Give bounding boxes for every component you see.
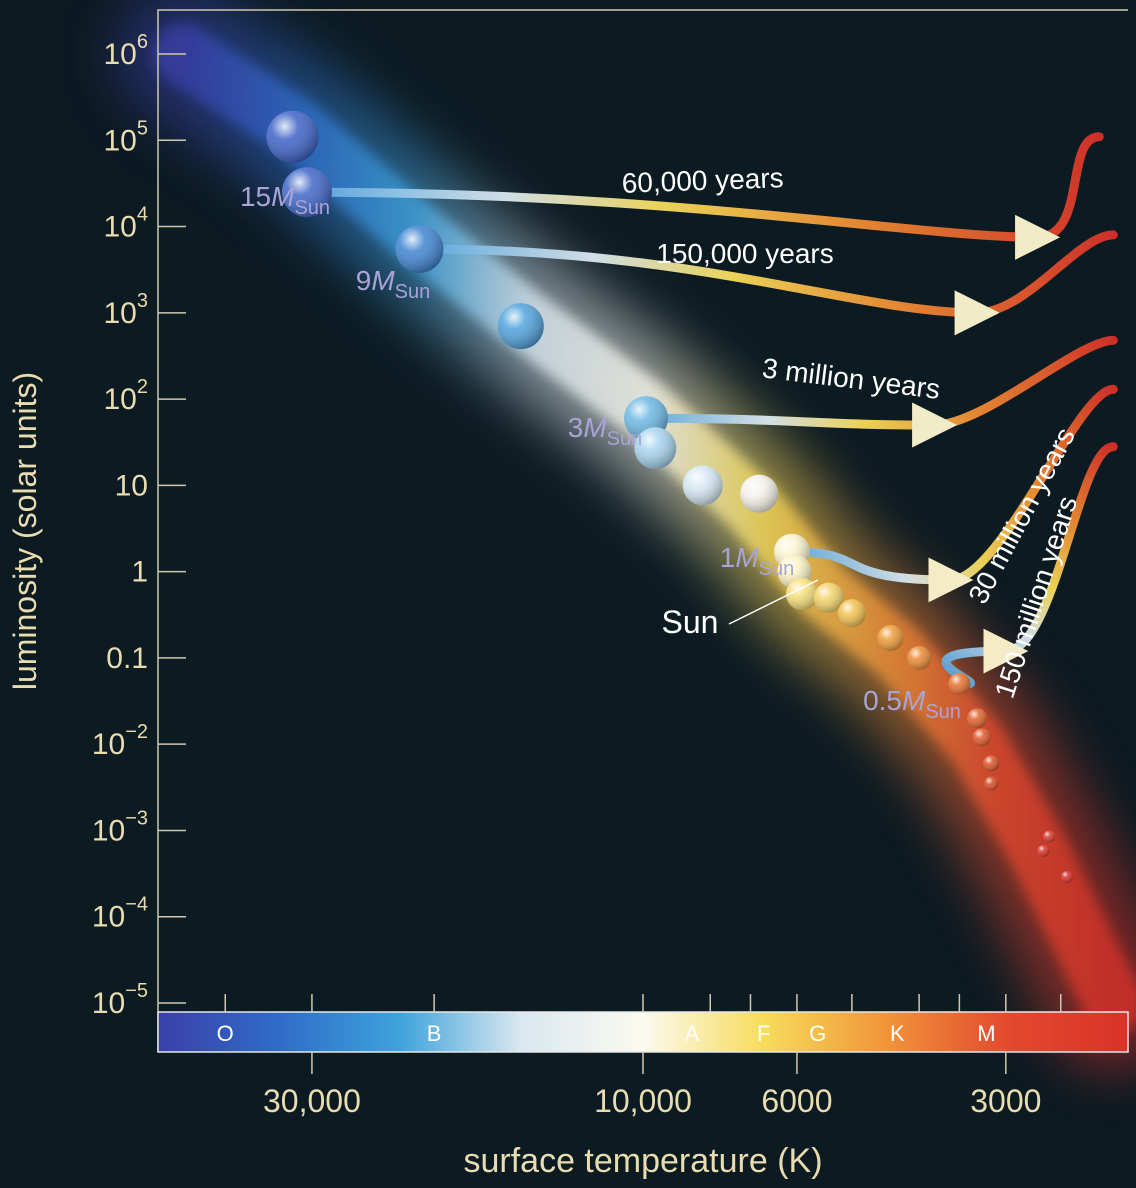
main-sequence-stars <box>266 110 1073 883</box>
y-tick-label: 0.1 <box>106 642 148 675</box>
star-marker-shade <box>634 427 677 470</box>
star-marker-shade <box>907 645 932 670</box>
spectral-class-label: K <box>890 1021 905 1046</box>
track-label: 60,000 years <box>621 162 784 199</box>
y-tick-label: 10−3 <box>92 807 148 847</box>
star-marker-shade <box>972 728 991 747</box>
x-tick-label: 10,000 <box>594 1083 692 1119</box>
y-tick-label: 106 <box>104 31 149 71</box>
track-line <box>302 132 1104 260</box>
spectral-class-label: O <box>217 1021 234 1046</box>
star-marker-shade <box>682 465 723 506</box>
star-marker-shade <box>877 625 904 652</box>
star-marker-shade <box>1042 830 1055 843</box>
star-marker-shade <box>497 303 544 350</box>
mass-label: 3MSun <box>568 412 643 450</box>
star-marker-shade <box>740 474 779 513</box>
star-marker-shade <box>984 776 999 791</box>
spectral-class-label: F <box>757 1021 770 1046</box>
star-marker-shade <box>983 755 1000 772</box>
star-marker-shade <box>395 224 444 273</box>
spectral-class-label: M <box>977 1021 995 1046</box>
y-tick-label: 104 <box>104 204 149 244</box>
y-tick-label: 103 <box>104 290 149 330</box>
spectral-class-label: G <box>809 1021 826 1046</box>
star-marker-shade <box>967 708 988 729</box>
mass-label: 1MSun <box>720 542 795 580</box>
spectral-class-label: B <box>427 1021 442 1046</box>
x-tick-label: 3000 <box>970 1083 1041 1119</box>
y-tick-label: 102 <box>104 376 149 416</box>
sun-label: Sun <box>662 604 719 640</box>
x-tick-label: 30,000 <box>263 1083 361 1119</box>
track-label: 150,000 years <box>656 238 833 269</box>
star-marker-shade <box>786 578 819 611</box>
x-axis-title: surface temperature (K) <box>463 1142 822 1180</box>
sun-leader-line <box>728 579 819 625</box>
star-marker-shade <box>813 582 844 613</box>
mass-label: 15MSun <box>240 181 330 219</box>
track-line <box>787 384 1118 603</box>
spectral-class-label: A <box>685 1021 700 1046</box>
star-marker-shade <box>1037 844 1050 857</box>
star-marker-shade <box>266 110 319 163</box>
y-tick-label: 105 <box>104 117 149 157</box>
x-tick-label: 6000 <box>761 1083 832 1119</box>
track-line <box>641 335 1118 448</box>
y-axis-title: luminosity (solar units) <box>7 372 43 690</box>
mass-label: 9MSun <box>356 265 431 303</box>
plot-frame <box>157 9 1128 1052</box>
x-axis: 30,000 10,000 6000 3000 <box>224 994 1062 1119</box>
star-marker-shade <box>1060 870 1073 883</box>
y-tick-label: 10−4 <box>92 894 148 934</box>
star-marker-shade <box>837 599 866 628</box>
star-marker-shade <box>948 672 971 695</box>
y-tick-label: 10−2 <box>92 721 148 761</box>
y-tick-label: 10 <box>115 469 148 502</box>
y-tick-label: 10−5 <box>92 980 148 1020</box>
star-marker-shade <box>281 167 332 218</box>
y-tick-label: 1 <box>131 556 148 589</box>
mass-label: 0.5MSun <box>863 685 961 723</box>
track-line <box>414 230 1118 336</box>
